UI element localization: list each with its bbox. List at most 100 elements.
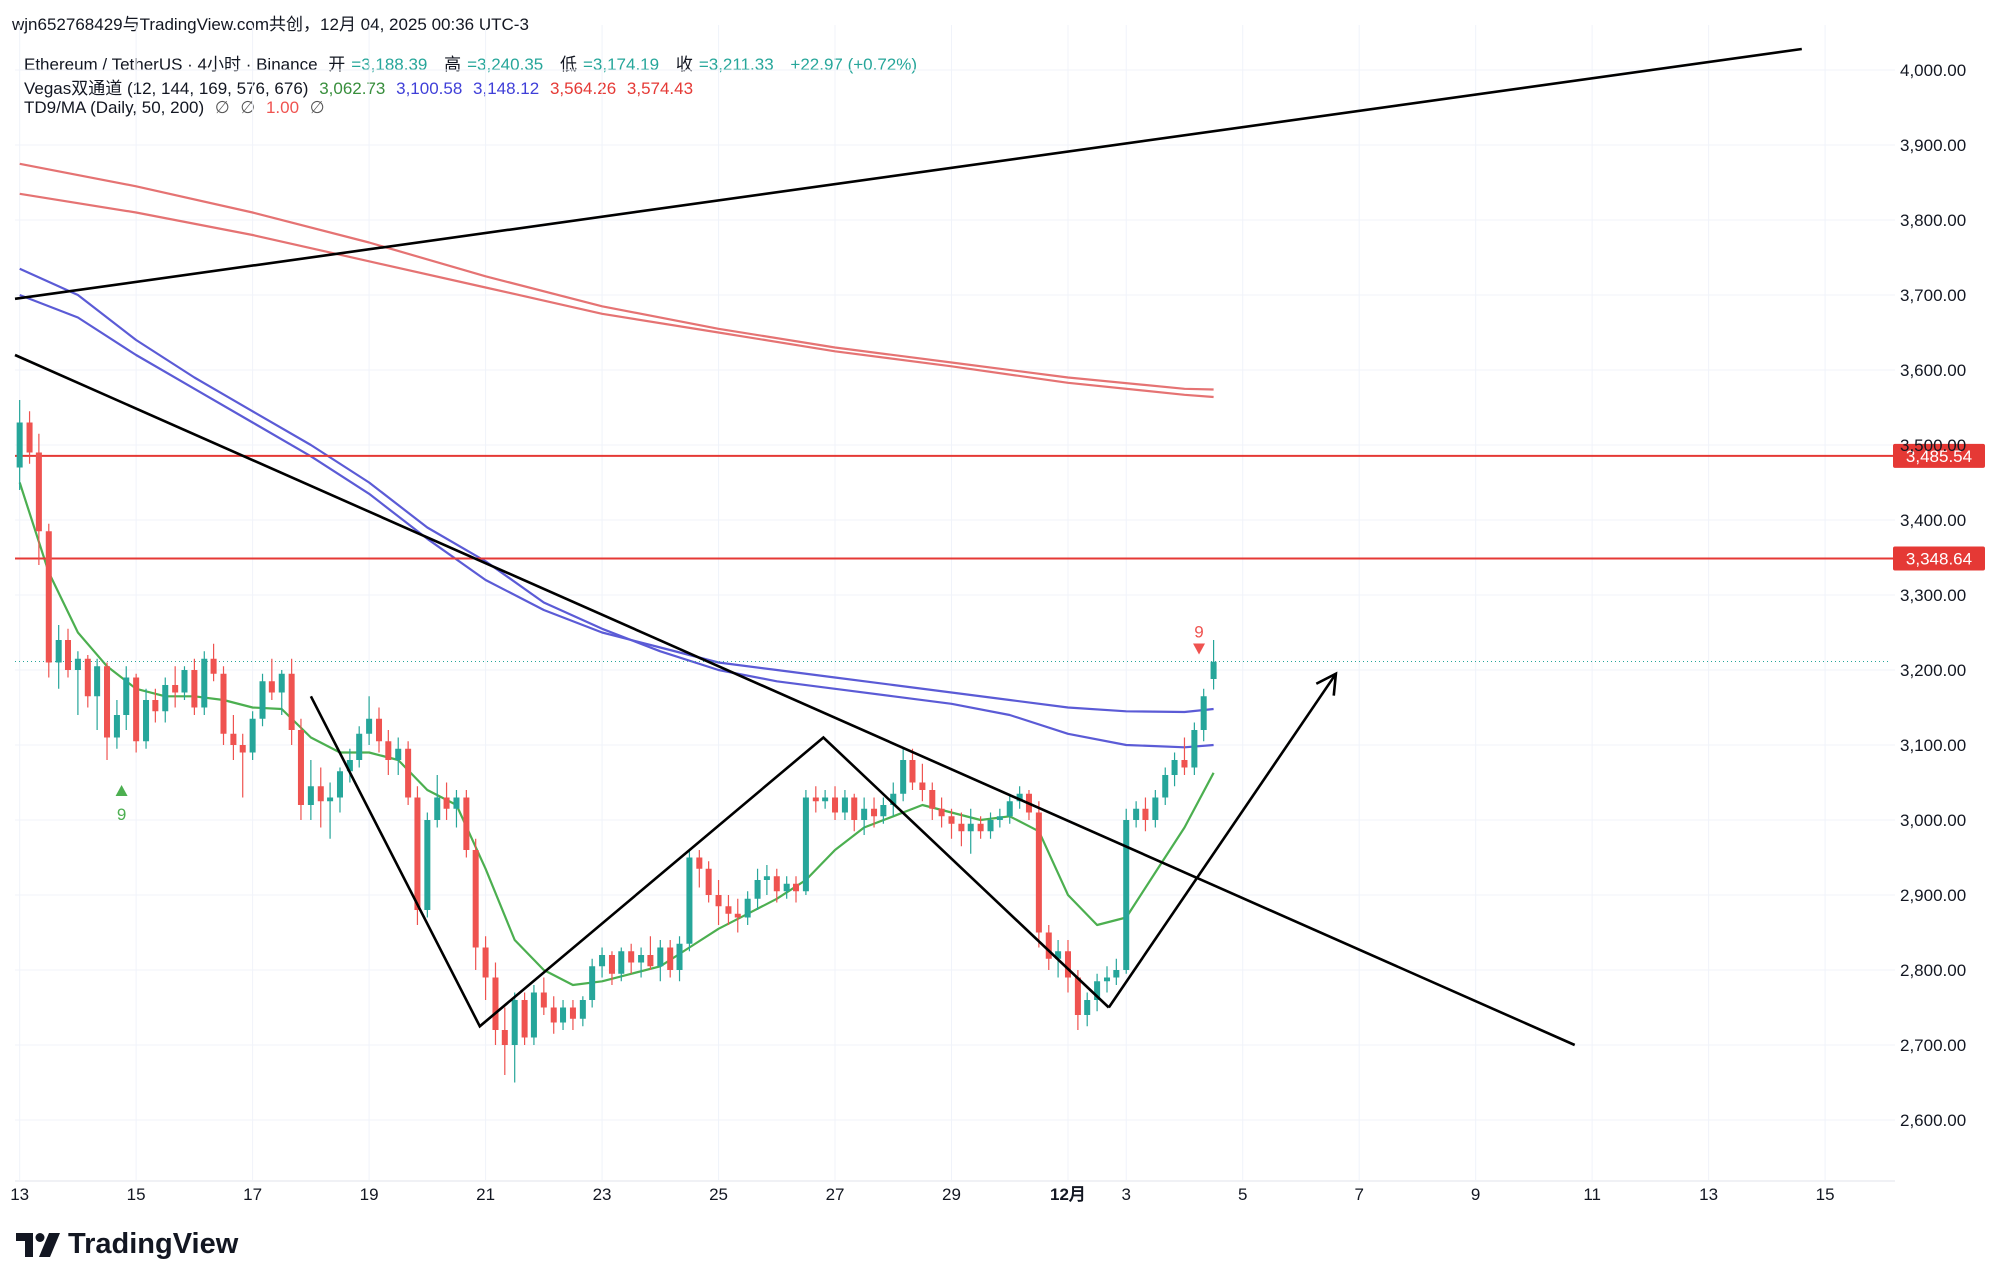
y-tick-label: 3,300.00 [1900, 586, 1966, 605]
vegas-indicator-name: Vegas双通道 (12, 144, 169, 576, 676) [24, 79, 309, 98]
td9-indicator-name: TD9/MA (Daily, 50, 200) [24, 98, 205, 117]
w-pattern [309, 695, 1110, 1029]
candle-body [676, 943, 683, 970]
candle-body [356, 733, 363, 760]
vegas-value-1: 3,062.73 [319, 79, 386, 98]
td9-indicator-legend[interactable]: TD9/MA (Daily, 50, 200) ∅ ∅ 1.00 ∅ [24, 98, 331, 118]
candle-body [434, 797, 441, 820]
price-level-label: 3,348.64 [1906, 550, 1972, 569]
candle-body [589, 966, 596, 1000]
candle-body [1162, 775, 1169, 798]
x-tick-label: 15 [127, 1185, 146, 1204]
candle-body [919, 782, 926, 790]
candle-body [501, 1030, 508, 1045]
ema-red-2-line [19, 192, 1214, 399]
vegas-indicator-legend[interactable]: Vegas双通道 (12, 144, 169, 576, 676) 3,062.… [24, 74, 699, 99]
candle-body [74, 658, 81, 670]
candle-body [1084, 1000, 1091, 1015]
candle-body [890, 793, 897, 805]
candle-body [647, 955, 654, 967]
candle-body [472, 850, 479, 948]
td9-value-2: ∅ [240, 98, 256, 117]
y-tick-label: 4,000.00 [1900, 61, 1966, 80]
candle-body [996, 816, 1003, 820]
y-tick-label: 3,000.00 [1900, 811, 1966, 830]
y-tick-label: 3,800.00 [1900, 211, 1966, 230]
candle-body [220, 673, 227, 734]
candle-body [152, 700, 159, 712]
ohlc-close: 收 =3,211.33 [675, 55, 774, 74]
x-tick-label: 5 [1238, 1185, 1247, 1204]
x-tick-label: 19 [360, 1185, 379, 1204]
x-tick-label: 21 [476, 1185, 495, 1204]
candle-body [1181, 760, 1188, 768]
candle-body [1035, 812, 1042, 933]
y-tick-label: 3,100.00 [1900, 736, 1966, 755]
candle-body [812, 797, 819, 802]
candle-body [201, 658, 208, 708]
candle-body [317, 786, 324, 802]
y-tick-label: 2,800.00 [1900, 961, 1966, 980]
candle-body [550, 1007, 557, 1023]
candle-body [705, 868, 712, 895]
price-change: +22.97 (+0.72%) [790, 55, 918, 74]
candle-body [744, 898, 751, 918]
candle-body [424, 820, 431, 910]
candle-body [414, 797, 421, 910]
candle-body [880, 805, 887, 817]
candle-body [773, 876, 780, 892]
candle-body [958, 823, 965, 832]
candle-body [967, 823, 974, 832]
descending-trendline [14, 353, 1576, 1047]
x-tick-label: 11 [1583, 1185, 1601, 1204]
candle-body [715, 895, 722, 907]
candle-body [1055, 951, 1062, 959]
candle-body [64, 640, 72, 670]
candle-body [1045, 932, 1052, 959]
x-tick-label: 13 [10, 1185, 29, 1204]
candle-body [482, 947, 489, 978]
candle-body [26, 422, 33, 453]
moving-averages [18, 162, 1215, 987]
symbol-name[interactable]: Ethereum / TetherUS · 4小时 · Binance [24, 55, 318, 74]
candle-body [249, 718, 256, 753]
x-tick-label: 27 [826, 1185, 845, 1204]
candle-body [1191, 730, 1198, 768]
candle-body [1133, 808, 1140, 820]
candle-body [841, 797, 848, 813]
candle-body [346, 760, 353, 772]
tradingview-wordmark: TradingView [68, 1228, 239, 1260]
price-level-tag [1893, 443, 1985, 468]
candle-body [667, 947, 674, 970]
vegas-value-2: 3,100.58 [396, 79, 463, 98]
candle-body [375, 718, 383, 742]
symbol-legend: Ethereum / TetherUS · 4小时 · Binance 开 =3,… [24, 50, 923, 75]
candle-body [278, 673, 285, 693]
candle-body [1064, 951, 1071, 978]
candle-body [453, 797, 460, 809]
td9-buy-label: 9 [117, 805, 126, 824]
candle-body [987, 820, 994, 832]
candle-body [492, 977, 499, 1030]
candle-body [763, 876, 770, 880]
candle-body [948, 816, 955, 824]
x-tick-label: 9 [1471, 1185, 1480, 1204]
candle-body [1171, 760, 1178, 775]
candle-body [832, 797, 839, 813]
ema-blue-1-line [19, 267, 1214, 749]
candle-body [977, 823, 984, 832]
candle-body [1113, 970, 1120, 978]
td9-buy-triangle [115, 785, 128, 796]
price-level-tag [1893, 546, 1985, 571]
ohlc-open: 开 =3,188.39 [328, 55, 428, 74]
candle-body [783, 883, 790, 892]
candlesticks [16, 400, 1217, 1083]
x-tick-label: 15 [1816, 1185, 1835, 1204]
td9-value-1: ∅ [214, 98, 230, 117]
x-tick-label: 29 [942, 1185, 961, 1204]
td9-value-3: 1.00 [265, 98, 300, 117]
candle-body [657, 947, 664, 967]
x-tick-label: 13 [1699, 1185, 1718, 1204]
ohlc-high: 高 =3,240.35 [444, 55, 544, 74]
